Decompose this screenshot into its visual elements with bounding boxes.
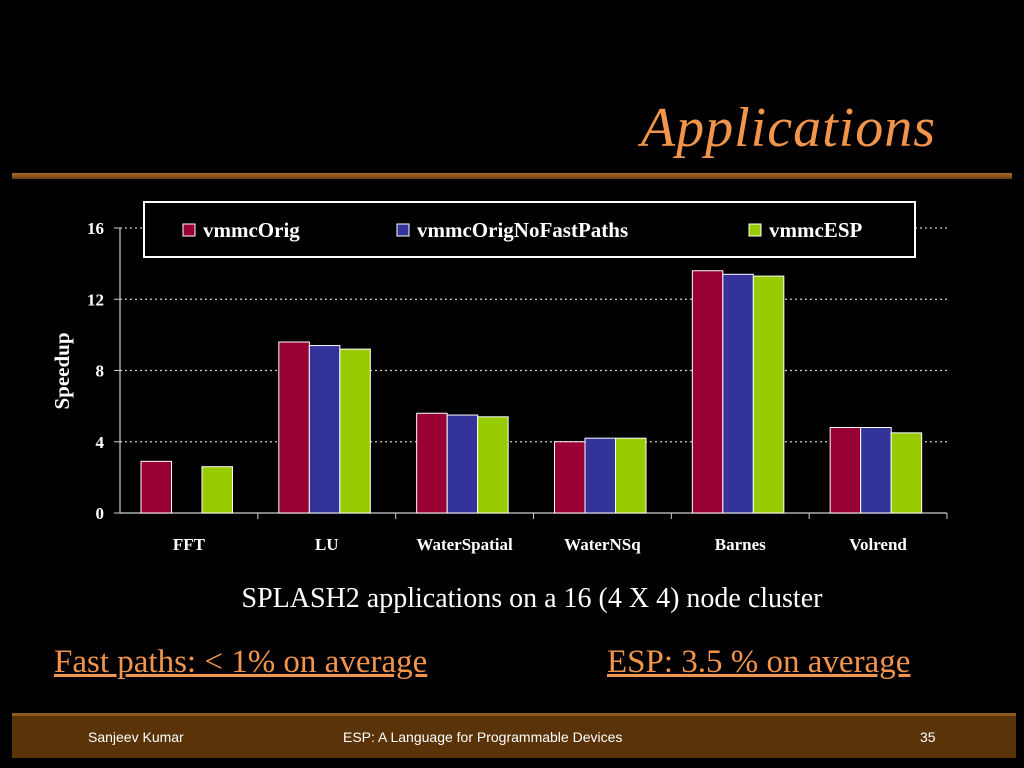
fast-paths-note-link[interactable]: Fast paths: < 1% on average <box>54 644 428 680</box>
x-tick-label: Volrend <box>849 535 907 554</box>
footer-page-number: 35 <box>920 729 936 745</box>
bar-vmmcESP-Barnes <box>752 275 785 514</box>
bar-vmmcOrig-Barnes <box>691 270 724 514</box>
chart-bars <box>140 270 923 514</box>
legend-label-vmmcESP: vmmcESP <box>769 218 862 242</box>
bar-vmmcOrig-WaterNSq <box>554 441 586 514</box>
chart-legend: vmmcOrig vmmcOrigNoFastPaths vmmcESP <box>143 201 916 258</box>
chart-svg: 0 4 8 12 16 Speedup FFT LU WaterSpatial WaterNSq B… <box>50 201 948 554</box>
slide-title: Applications <box>640 97 936 159</box>
legend-label-vmmcOrigNoFastPaths: vmmcOrigNoFastPaths <box>417 218 628 242</box>
y-tick-label: 12 <box>87 290 104 309</box>
y-axis-title: Speedup <box>50 332 74 409</box>
chart-axes: 0 4 8 12 16 Speedup FFT LU WaterSpatial WaterNSq B… <box>50 219 948 554</box>
legend-swatch-vmmcOrigNoFastPaths <box>396 223 410 237</box>
footer-bar: Sanjeev Kumar ESP: A Language for Progra… <box>12 713 1016 758</box>
y-tick-label: 16 <box>87 219 104 238</box>
bar-vmmcOrigNoFastPaths-LU <box>308 345 341 514</box>
y-tick-label: 8 <box>96 362 105 381</box>
footer-title: ESP: A Language for Programmable Devices <box>343 729 623 745</box>
x-tick-label: WaterSpatial <box>416 535 513 554</box>
legend-swatch-vmmcESP <box>748 223 762 237</box>
bar-vmmcESP-WaterSpatial <box>477 416 509 514</box>
bar-vmmcESP-Volrend <box>890 432 923 514</box>
y-tick-label: 4 <box>96 433 105 452</box>
bar-vmmcOrigNoFastPaths-Volrend <box>860 427 892 514</box>
bar-vmmcOrigNoFastPaths-WaterSpatial <box>446 414 479 514</box>
bar-vmmcOrig-Volrend <box>829 427 862 514</box>
esp-note-link[interactable]: ESP: 3.5 % on average <box>607 644 911 680</box>
bar-vmmcESP-FFT <box>201 466 233 514</box>
bar-vmmcOrig-WaterSpatial <box>416 412 448 514</box>
bar-vmmcOrig-FFT <box>140 460 172 514</box>
speedup-chart: 0 4 8 12 16 Speedup FFT LU WaterSpatial WaterNSq B… <box>0 195 1024 565</box>
bar-vmmcOrig-LU <box>278 341 310 514</box>
x-tick-label: WaterNSq <box>564 535 641 554</box>
y-tick-label: 0 <box>96 504 105 523</box>
legend-label-vmmcOrig: vmmcOrig <box>203 218 300 242</box>
title-divider <box>12 173 1012 179</box>
chart-gridlines <box>120 227 947 443</box>
bar-vmmcOrigNoFastPaths-WaterNSq <box>584 437 616 514</box>
chart-caption: SPLASH2 applications on a 16 (4 X 4) nod… <box>241 583 823 614</box>
legend-swatch-vmmcOrig <box>182 223 196 237</box>
bar-vmmcESP-LU <box>339 348 371 514</box>
bar-vmmcESP-WaterNSq <box>615 437 647 514</box>
x-tick-label: LU <box>315 535 339 554</box>
x-tick-label: FFT <box>173 535 206 554</box>
bar-vmmcOrigNoFastPaths-Barnes <box>722 273 754 514</box>
legend-box <box>143 201 916 258</box>
x-tick-label: Barnes <box>715 535 766 554</box>
footer-author: Sanjeev Kumar <box>88 729 184 745</box>
